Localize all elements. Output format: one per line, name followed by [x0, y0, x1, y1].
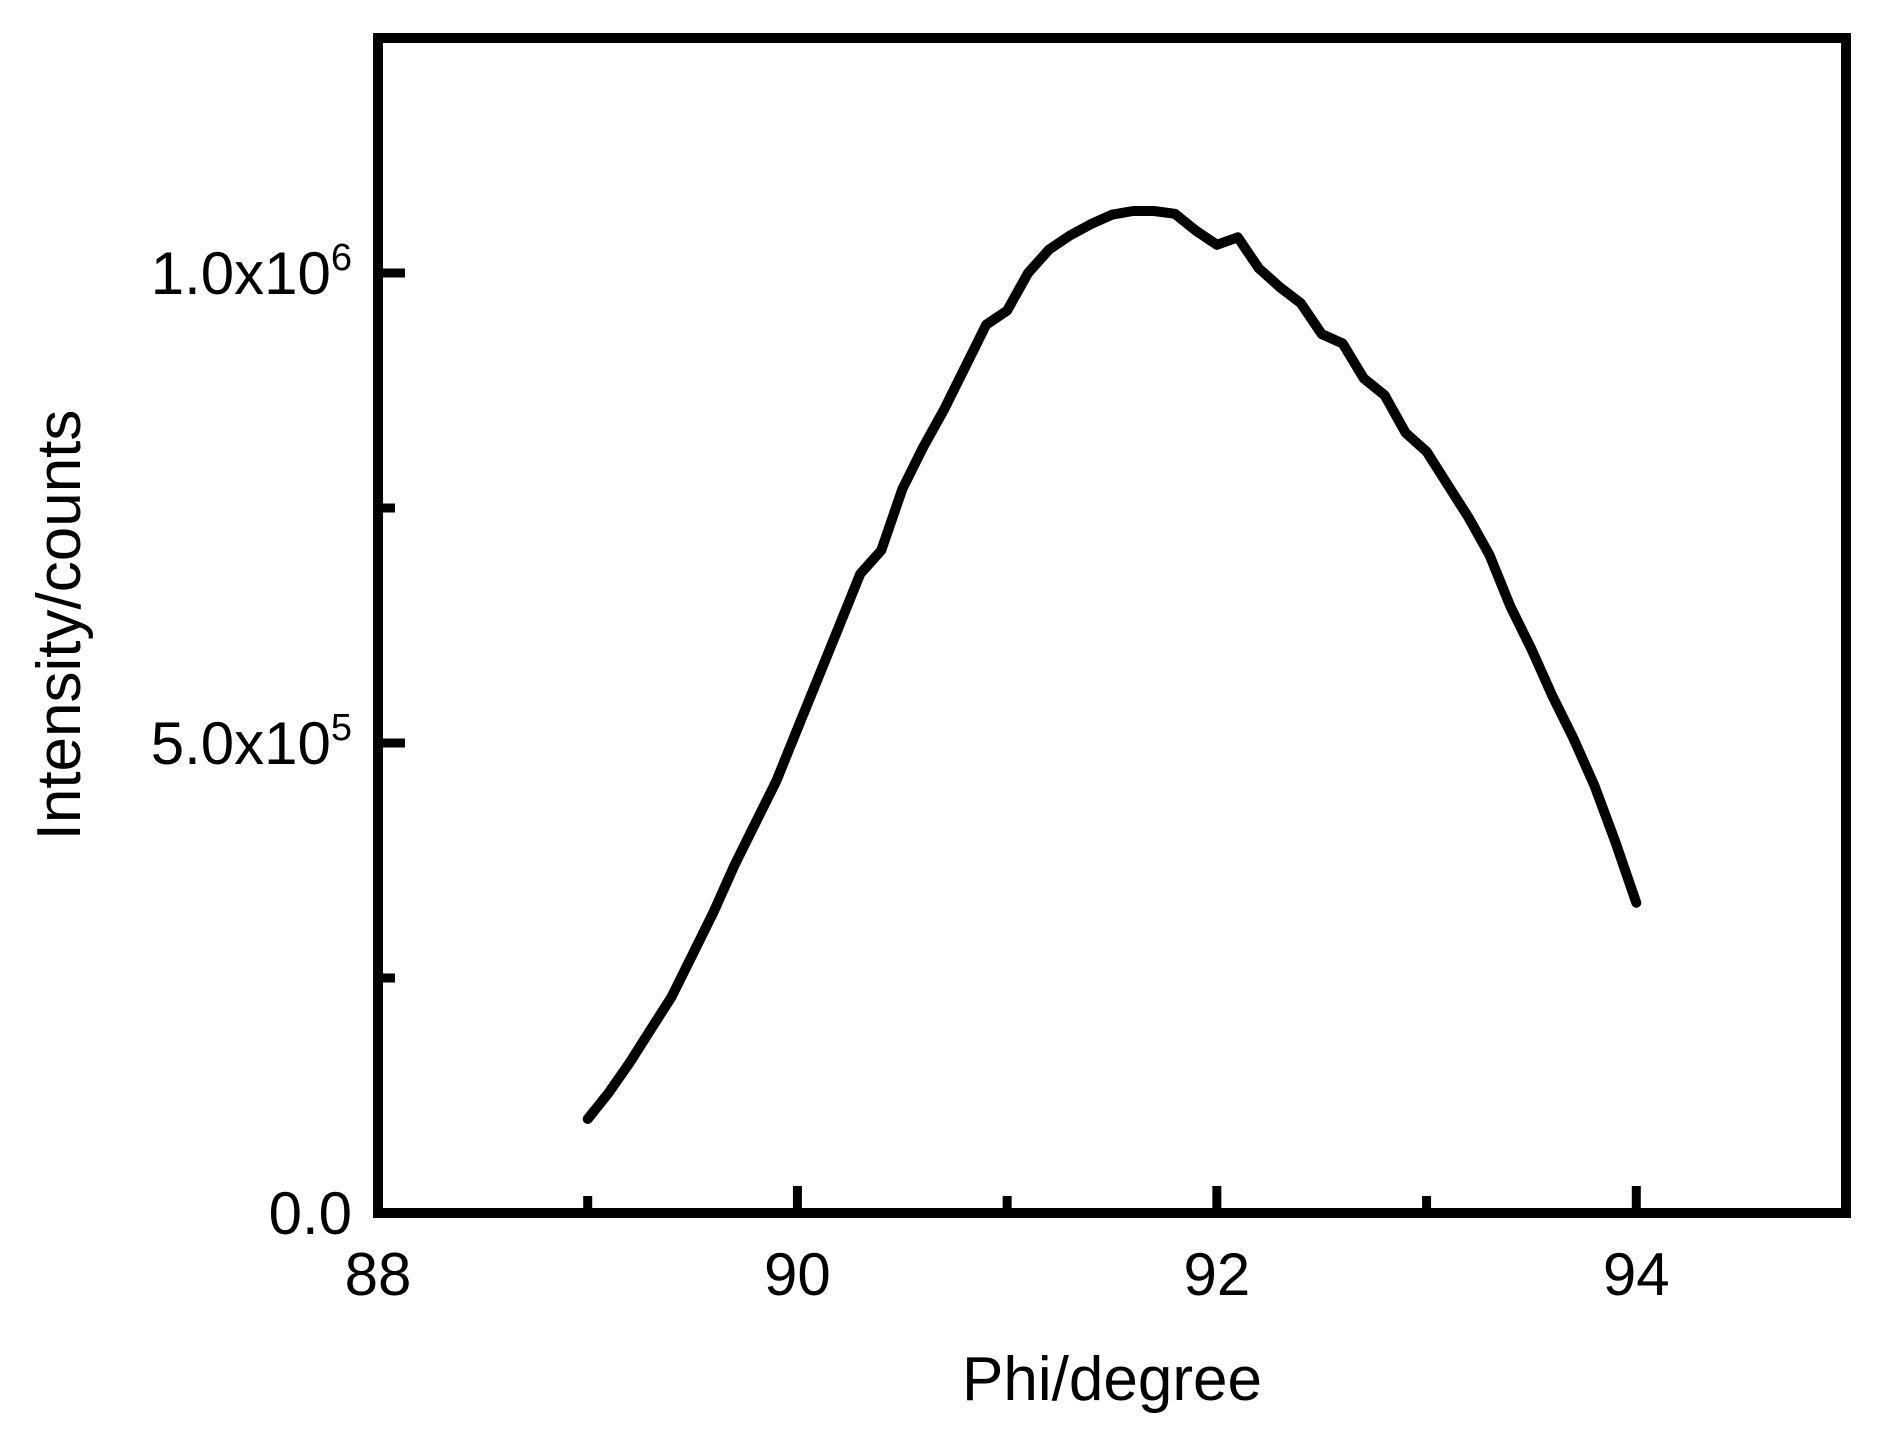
axis-tick-marks — [373, 268, 1641, 1218]
x-tick-label: 92 — [1183, 1241, 1250, 1308]
intensity-curve — [582, 206, 1642, 1124]
axis-tick-labels: 88 90 92 94 0.0 5.0x105 1.0x106 — [151, 237, 1670, 1308]
y-tick-label: 5.0x105 — [151, 707, 352, 777]
y-tick-label: 0.0 — [269, 1180, 352, 1247]
x-tick-label: 90 — [764, 1241, 831, 1308]
plot-area-border — [373, 33, 1851, 1218]
x-tick-label: 88 — [345, 1241, 412, 1308]
y-tick-label: 1.0x106 — [151, 237, 352, 307]
x-tick-label: 94 — [1603, 1241, 1670, 1308]
y-axis-title: Intensity/counts — [25, 410, 94, 841]
x-axis-title: Phi/degree — [962, 1345, 1262, 1414]
